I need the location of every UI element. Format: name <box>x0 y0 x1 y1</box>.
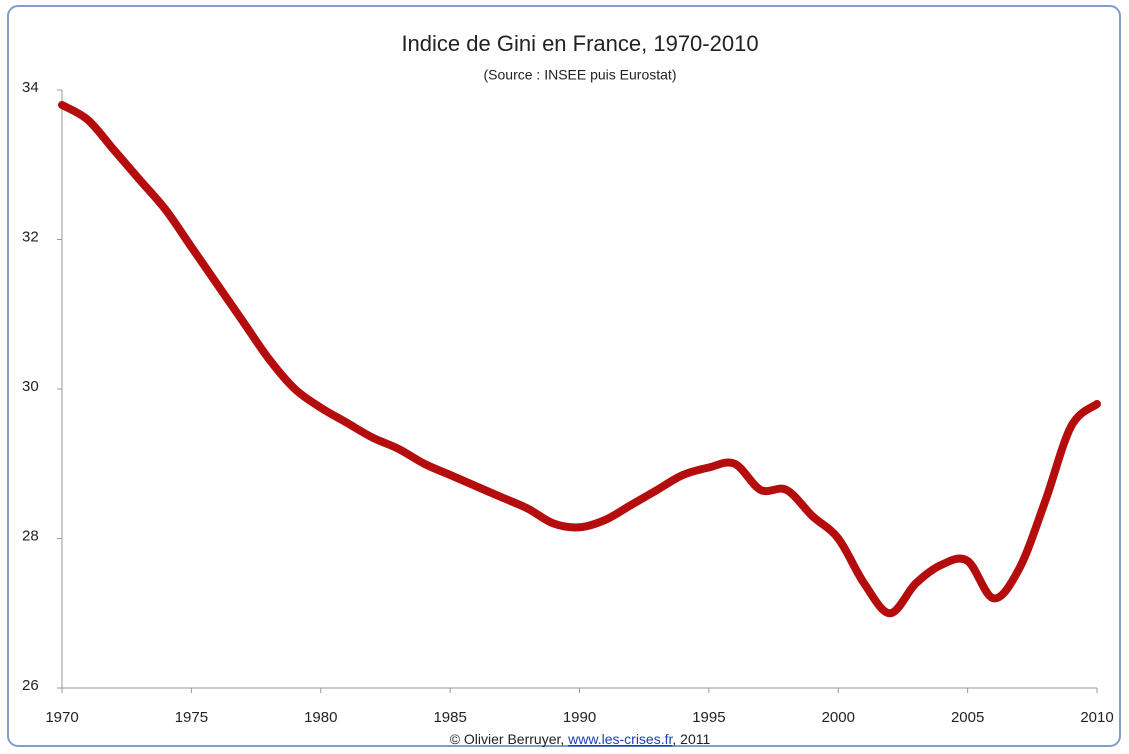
x-tick-label: 1985 <box>433 709 466 726</box>
x-tick-label: 2005 <box>951 709 984 726</box>
data-line <box>58 100 1101 618</box>
credit: © Olivier Berruyer, www.les-crises.fr, 2… <box>450 731 711 747</box>
credit-suffix: , 2011 <box>672 731 710 747</box>
x-tick-label: 1990 <box>563 709 596 726</box>
y-tick-label: 30 <box>22 378 39 395</box>
y-tick-label: 34 <box>22 79 39 96</box>
x-tick-label: 1975 <box>175 709 208 726</box>
credit-link[interactable]: www.les-crises.fr <box>567 731 673 747</box>
y-tick-label: 28 <box>22 527 39 544</box>
x-tick-label: 2000 <box>822 709 855 726</box>
x-tick-label: 2010 <box>1080 709 1113 726</box>
chart-frame <box>7 5 1121 747</box>
y-tick-label: 26 <box>22 677 39 694</box>
y-tick-label: 32 <box>22 228 39 245</box>
x-tick-label: 1995 <box>692 709 725 726</box>
credit-prefix: © Olivier Berruyer, <box>450 731 568 747</box>
chart-title: Indice de Gini en France, 1970-2010 <box>401 31 758 56</box>
x-tick-label: 1980 <box>304 709 337 726</box>
chart-subtitle: (Source : INSEE puis Eurostat) <box>484 67 677 83</box>
x-tick-label: 1970 <box>45 709 78 726</box>
